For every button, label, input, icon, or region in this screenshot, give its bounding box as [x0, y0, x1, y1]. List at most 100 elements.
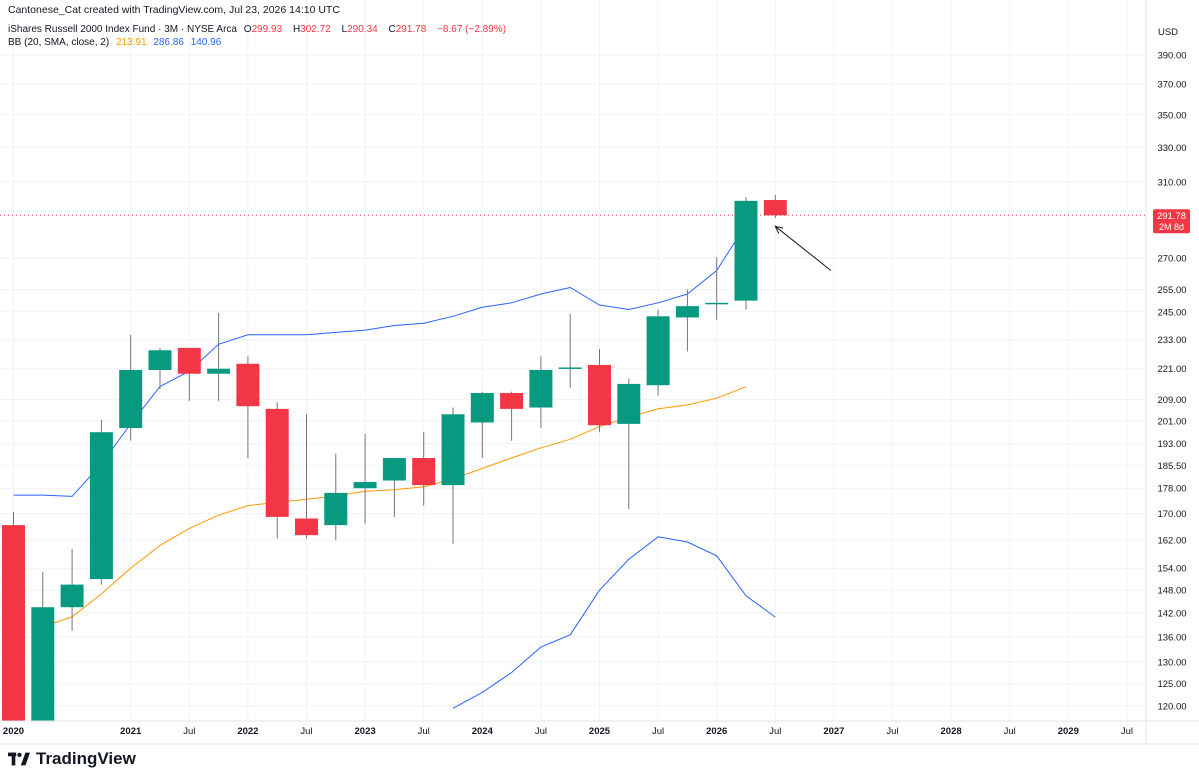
x-tick-label: 2020: [3, 726, 24, 737]
low-label: L: [341, 24, 348, 35]
x-tick-label: 2025: [589, 726, 611, 737]
candle[interactable]: [353, 433, 377, 524]
annotations: [774, 225, 832, 271]
candle-body: [500, 392, 524, 409]
y-tick-label: 370.00: [1157, 80, 1186, 91]
y-tick-label: 193.00: [1157, 439, 1186, 450]
y-tick-label: 125.00: [1157, 679, 1186, 690]
y-tick-label: 255.00: [1157, 285, 1186, 296]
open-value: 299.93: [251, 24, 283, 35]
y-tick-label: 270.00: [1157, 254, 1186, 265]
y-tick-label: 120.00: [1157, 702, 1186, 713]
candle[interactable]: [588, 349, 611, 433]
x-tick-label: 2029: [1058, 726, 1079, 737]
candle[interactable]: [675, 289, 699, 352]
y-tick-label: 162.00: [1157, 536, 1186, 547]
time-axis[interactable]: 2020 2021 Jul 2022 Jul 2023 Jul 2024 Jul 2025 Jul 2…: [0, 720, 1199, 745]
candle[interactable]: [412, 432, 436, 506]
candle[interactable]: [441, 407, 465, 544]
candle-body: [31, 607, 55, 721]
chart-grid: [0, 0, 1146, 721]
candle-body: [60, 584, 84, 608]
currency-label[interactable]: USD: [1158, 27, 1178, 38]
bar-countdown-label: 2M 8d: [1159, 222, 1184, 232]
y-tick-label: 130.00: [1157, 657, 1186, 668]
open-label: O: [243, 24, 252, 35]
candle[interactable]: [558, 314, 582, 388]
x-tick-label: Jul: [769, 726, 781, 737]
arrow-head: [774, 225, 784, 234]
candle-body: [353, 482, 377, 489]
x-tick-label: 2026: [706, 726, 727, 737]
candle-body: [207, 368, 231, 374]
candle[interactable]: [382, 458, 406, 517]
y-tick-label: 201.00: [1157, 417, 1186, 428]
low-value: 290.34: [347, 24, 378, 35]
x-tick-label: Jul: [418, 726, 430, 737]
y-tick-label: 185.50: [1157, 461, 1186, 472]
candle[interactable]: [119, 334, 143, 441]
candle-body: [119, 369, 143, 429]
x-tick-label: Jul: [1121, 726, 1133, 737]
candle[interactable]: [60, 548, 84, 631]
change-value: −8.67 (−2.89%): [437, 24, 507, 35]
candle-body: [646, 316, 670, 386]
symbol-name: iShares Russell 2000 Index Fund · 3M · N…: [8, 24, 237, 35]
arrow-shaft[interactable]: [774, 225, 832, 271]
candle[interactable]: [89, 419, 113, 585]
candle[interactable]: [529, 356, 553, 429]
candle[interactable]: [236, 356, 260, 459]
candle[interactable]: [31, 571, 55, 721]
bb-lower-line: [452, 536, 776, 709]
price-axis[interactable]: 120.00 125.00 130.00 136.00 142.00 148.00 154.…: [1145, 0, 1190, 744]
tradingview-logo-icon: [8, 752, 30, 766]
x-tick-label: Jul: [1004, 726, 1016, 737]
candle[interactable]: [265, 402, 289, 539]
candle-body: [558, 367, 582, 369]
chart-credit: Cantonese_Cat created with TradingView.c…: [8, 4, 340, 16]
candle[interactable]: [207, 312, 231, 401]
candle[interactable]: [617, 378, 641, 509]
candle[interactable]: [295, 414, 318, 539]
y-tick-label: 350.00: [1157, 110, 1186, 121]
close-value: 291.78: [395, 24, 427, 35]
candle-body: [734, 200, 758, 301]
candle[interactable]: [148, 347, 172, 390]
candle-body: [177, 347, 201, 374]
candle[interactable]: [500, 391, 524, 441]
candle[interactable]: [646, 309, 670, 396]
x-tick-label: Jul: [652, 726, 664, 737]
y-tick-label: 148.00: [1157, 586, 1186, 597]
candle[interactable]: [324, 453, 348, 541]
candle-body: [763, 200, 787, 216]
candle[interactable]: [177, 347, 201, 401]
candle-body: [265, 408, 289, 517]
x-tick-label: Jul: [300, 726, 312, 737]
candle[interactable]: [2, 511, 25, 721]
x-tick-label: 2022: [237, 726, 258, 737]
y-tick-label: 142.00: [1157, 609, 1186, 620]
candles-group: [2, 194, 787, 721]
bb-upper-line: [13, 224, 747, 497]
y-tick-label: 170.00: [1157, 509, 1186, 520]
symbol-legend[interactable]: iShares Russell 2000 Index Fund · 3M · N…: [8, 24, 510, 35]
candle-body: [236, 363, 260, 407]
candle[interactable]: [763, 194, 787, 218]
bb-label: BB (20, SMA, close, 2): [8, 37, 110, 48]
candle[interactable]: [470, 391, 494, 459]
bb-lower-value: 140.96: [190, 37, 222, 48]
y-tick-label: 390.00: [1157, 51, 1186, 62]
y-tick-label: 209.00: [1157, 395, 1186, 406]
candle-body: [529, 369, 553, 408]
candle[interactable]: [705, 257, 729, 320]
candle[interactable]: [734, 197, 758, 310]
bb-basis-value: 213.91: [115, 37, 147, 48]
tradingview-logo[interactable]: TradingView: [8, 749, 136, 769]
bb-legend[interactable]: BB (20, SMA, close, 2) 213.91 286.86 140…: [8, 37, 225, 48]
y-tick-label: 245.00: [1157, 307, 1186, 318]
candle-body: [295, 518, 318, 536]
y-tick-label: 233.00: [1157, 335, 1186, 346]
y-tick-label: 154.00: [1157, 564, 1186, 575]
